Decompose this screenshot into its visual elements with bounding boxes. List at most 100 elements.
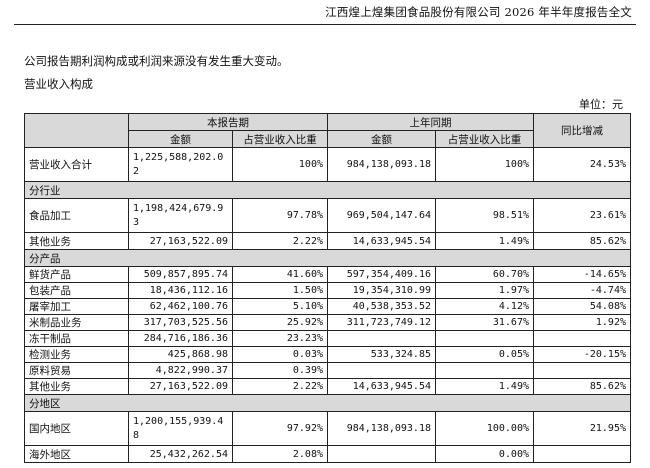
- table-row: 其他业务 27,163,522.09 2.22% 14,633,945.54 1.49%…: [24, 232, 631, 250]
- yoy-change: 21.95%: [533, 411, 631, 446]
- yoy-change: 54.08%: [533, 298, 631, 315]
- row-label: 海外地区: [24, 445, 129, 463]
- prior-ratio: 1.49%: [435, 378, 534, 395]
- section-title: 营业收入构成: [24, 77, 93, 91]
- current-amount: 1,225,588,202.02: [128, 147, 233, 182]
- current-ratio: 2.08%: [232, 445, 328, 463]
- report-header-title: 江西煌上煌集团食品股份有限公司 2026 年半年度报告全文: [325, 5, 632, 19]
- current-amount: 27,163,522.09: [128, 232, 233, 250]
- row-label: 原料贸易: [24, 362, 129, 379]
- prior-ratio: 98.51%: [435, 198, 534, 233]
- current-amount: 25,432,262.54: [128, 445, 233, 463]
- col-current-amount: 金额: [128, 130, 233, 148]
- prior-amount: 311,723,749.12: [327, 314, 436, 331]
- prior-ratio: 31.67%: [435, 314, 534, 331]
- prior-amount: [327, 362, 436, 379]
- yoy-change: 24.53%: [533, 147, 631, 182]
- prior-amount: 597,354,409.16: [327, 266, 436, 283]
- current-amount: 4,822,990.37: [128, 362, 233, 379]
- header-blank-cell: [24, 113, 129, 148]
- prior-ratio: 0.05%: [435, 346, 534, 363]
- prior-amount: 984,138,093.18: [327, 147, 436, 182]
- current-ratio: 100%: [232, 147, 328, 182]
- current-ratio: 1.50%: [232, 282, 328, 299]
- yoy-change: -20.15%: [533, 346, 631, 363]
- current-amount: 1,200,155,939.48: [128, 411, 233, 446]
- yoy-change: [533, 445, 631, 463]
- yoy-change: -4.74%: [533, 282, 631, 299]
- prior-amount: 19,354,310.99: [327, 282, 436, 299]
- table-body: 营业收入合计 1,225,588,202.02 100% 984,138,093.18…: [24, 147, 631, 463]
- prior-amount: 969,504,147.64: [327, 198, 436, 233]
- col-prior-ratio: 占营业收入比重: [435, 130, 534, 148]
- prior-ratio: 100%: [435, 147, 534, 182]
- prior-amount: 14,633,945.54: [327, 232, 436, 250]
- col-yoy-change: 同比增减: [533, 113, 631, 148]
- table-row: 其他业务 27,163,522.09 2.22% 14,633,945.54 1.49%…: [24, 378, 631, 395]
- prior-ratio: 0.00%: [435, 445, 534, 463]
- section-row-industry: 分行业: [24, 181, 631, 199]
- current-amount: 62,462,100.76: [128, 298, 233, 315]
- table-row: 食品加工 1,198,424,679.93 97.78% 969,504,147.64…: [24, 198, 631, 233]
- intro-paragraph: 公司报告期利润构成或利润来源没有发生重大变动。: [24, 54, 289, 68]
- yoy-change: 23.61%: [533, 198, 631, 233]
- current-ratio: 0.39%: [232, 362, 328, 379]
- prior-amount: [327, 445, 436, 463]
- header-rule: [14, 24, 636, 25]
- yoy-change: [533, 330, 631, 347]
- section-row-product-label: 分产品: [24, 249, 631, 267]
- prior-ratio: [435, 362, 534, 379]
- table-row: 营业收入合计 1,225,588,202.02 100% 984,138,093.18…: [24, 147, 631, 182]
- row-label: 检测业务: [24, 346, 129, 363]
- row-label: 国内地区: [24, 411, 129, 446]
- group-current-period: 本报告期: [128, 113, 328, 131]
- current-amount: 27,163,522.09: [128, 378, 233, 395]
- current-amount: 18,436,112.16: [128, 282, 233, 299]
- row-label: 屠宰加工: [24, 298, 129, 315]
- current-amount: 1,198,424,679.93: [128, 198, 233, 233]
- current-ratio: 0.03%: [232, 346, 328, 363]
- section-row-region-label: 分地区: [24, 394, 631, 412]
- current-ratio: 97.78%: [232, 198, 328, 233]
- table-row: 海外地区 25,432,262.54 2.08% 0.00%: [24, 445, 631, 463]
- current-ratio: 41.60%: [232, 266, 328, 283]
- prior-amount: 40,538,353.52: [327, 298, 436, 315]
- table-row: 鲜货产品 509,857,895.74 41.60% 597,354,409.16 60…: [24, 266, 631, 283]
- row-label: 营业收入合计: [24, 147, 129, 182]
- row-label: 其他业务: [24, 232, 129, 250]
- prior-ratio: 1.97%: [435, 282, 534, 299]
- row-label: 鲜货产品: [24, 266, 129, 283]
- current-ratio: 97.92%: [232, 411, 328, 446]
- yoy-change: 85.62%: [533, 378, 631, 395]
- col-prior-amount: 金额: [327, 130, 436, 148]
- group-prior-period: 上年同期: [327, 113, 534, 131]
- table-row: 包装产品 18,436,112.16 1.50% 19,354,310.99 1.97%…: [24, 282, 631, 299]
- prior-amount: [327, 330, 436, 347]
- current-ratio: 2.22%: [232, 232, 328, 250]
- current-amount: 317,703,525.56: [128, 314, 233, 331]
- current-ratio: 5.10%: [232, 298, 328, 315]
- prior-amount: 984,138,093.18: [327, 411, 436, 446]
- row-label: 包装产品: [24, 282, 129, 299]
- unit-label: 单位：元: [579, 98, 623, 111]
- prior-ratio: [435, 330, 534, 347]
- table-row: 原料贸易 4,822,990.37 0.39%: [24, 362, 631, 379]
- current-amount: 509,857,895.74: [128, 266, 233, 283]
- section-row-region: 分地区: [24, 394, 631, 412]
- section-row-product: 分产品: [24, 249, 631, 267]
- row-label: 冻干制品: [24, 330, 129, 347]
- table-row: 屠宰加工 62,462,100.76 5.10% 40,538,353.52 4.12%…: [24, 298, 631, 315]
- col-current-ratio: 占营业收入比重: [232, 130, 328, 148]
- section-row-industry-label: 分行业: [24, 181, 631, 199]
- row-label: 米制品业务: [24, 314, 129, 331]
- table-row: 检测业务 425,868.98 0.03% 533,324.85 0.05% -20.15…: [24, 346, 631, 363]
- prior-amount: 533,324.85: [327, 346, 436, 363]
- row-label: 其他业务: [24, 378, 129, 395]
- current-ratio: 23.23%: [232, 330, 328, 347]
- prior-amount: 14,633,945.54: [327, 378, 436, 395]
- yoy-change: 1.92%: [533, 314, 631, 331]
- table-row: 冻干制品 284,716,186.36 23.23%: [24, 330, 631, 347]
- current-amount: 425,868.98: [128, 346, 233, 363]
- table-row: 米制品业务 317,703,525.56 25.92% 311,723,749.12 3…: [24, 314, 631, 331]
- row-label: 食品加工: [24, 198, 129, 233]
